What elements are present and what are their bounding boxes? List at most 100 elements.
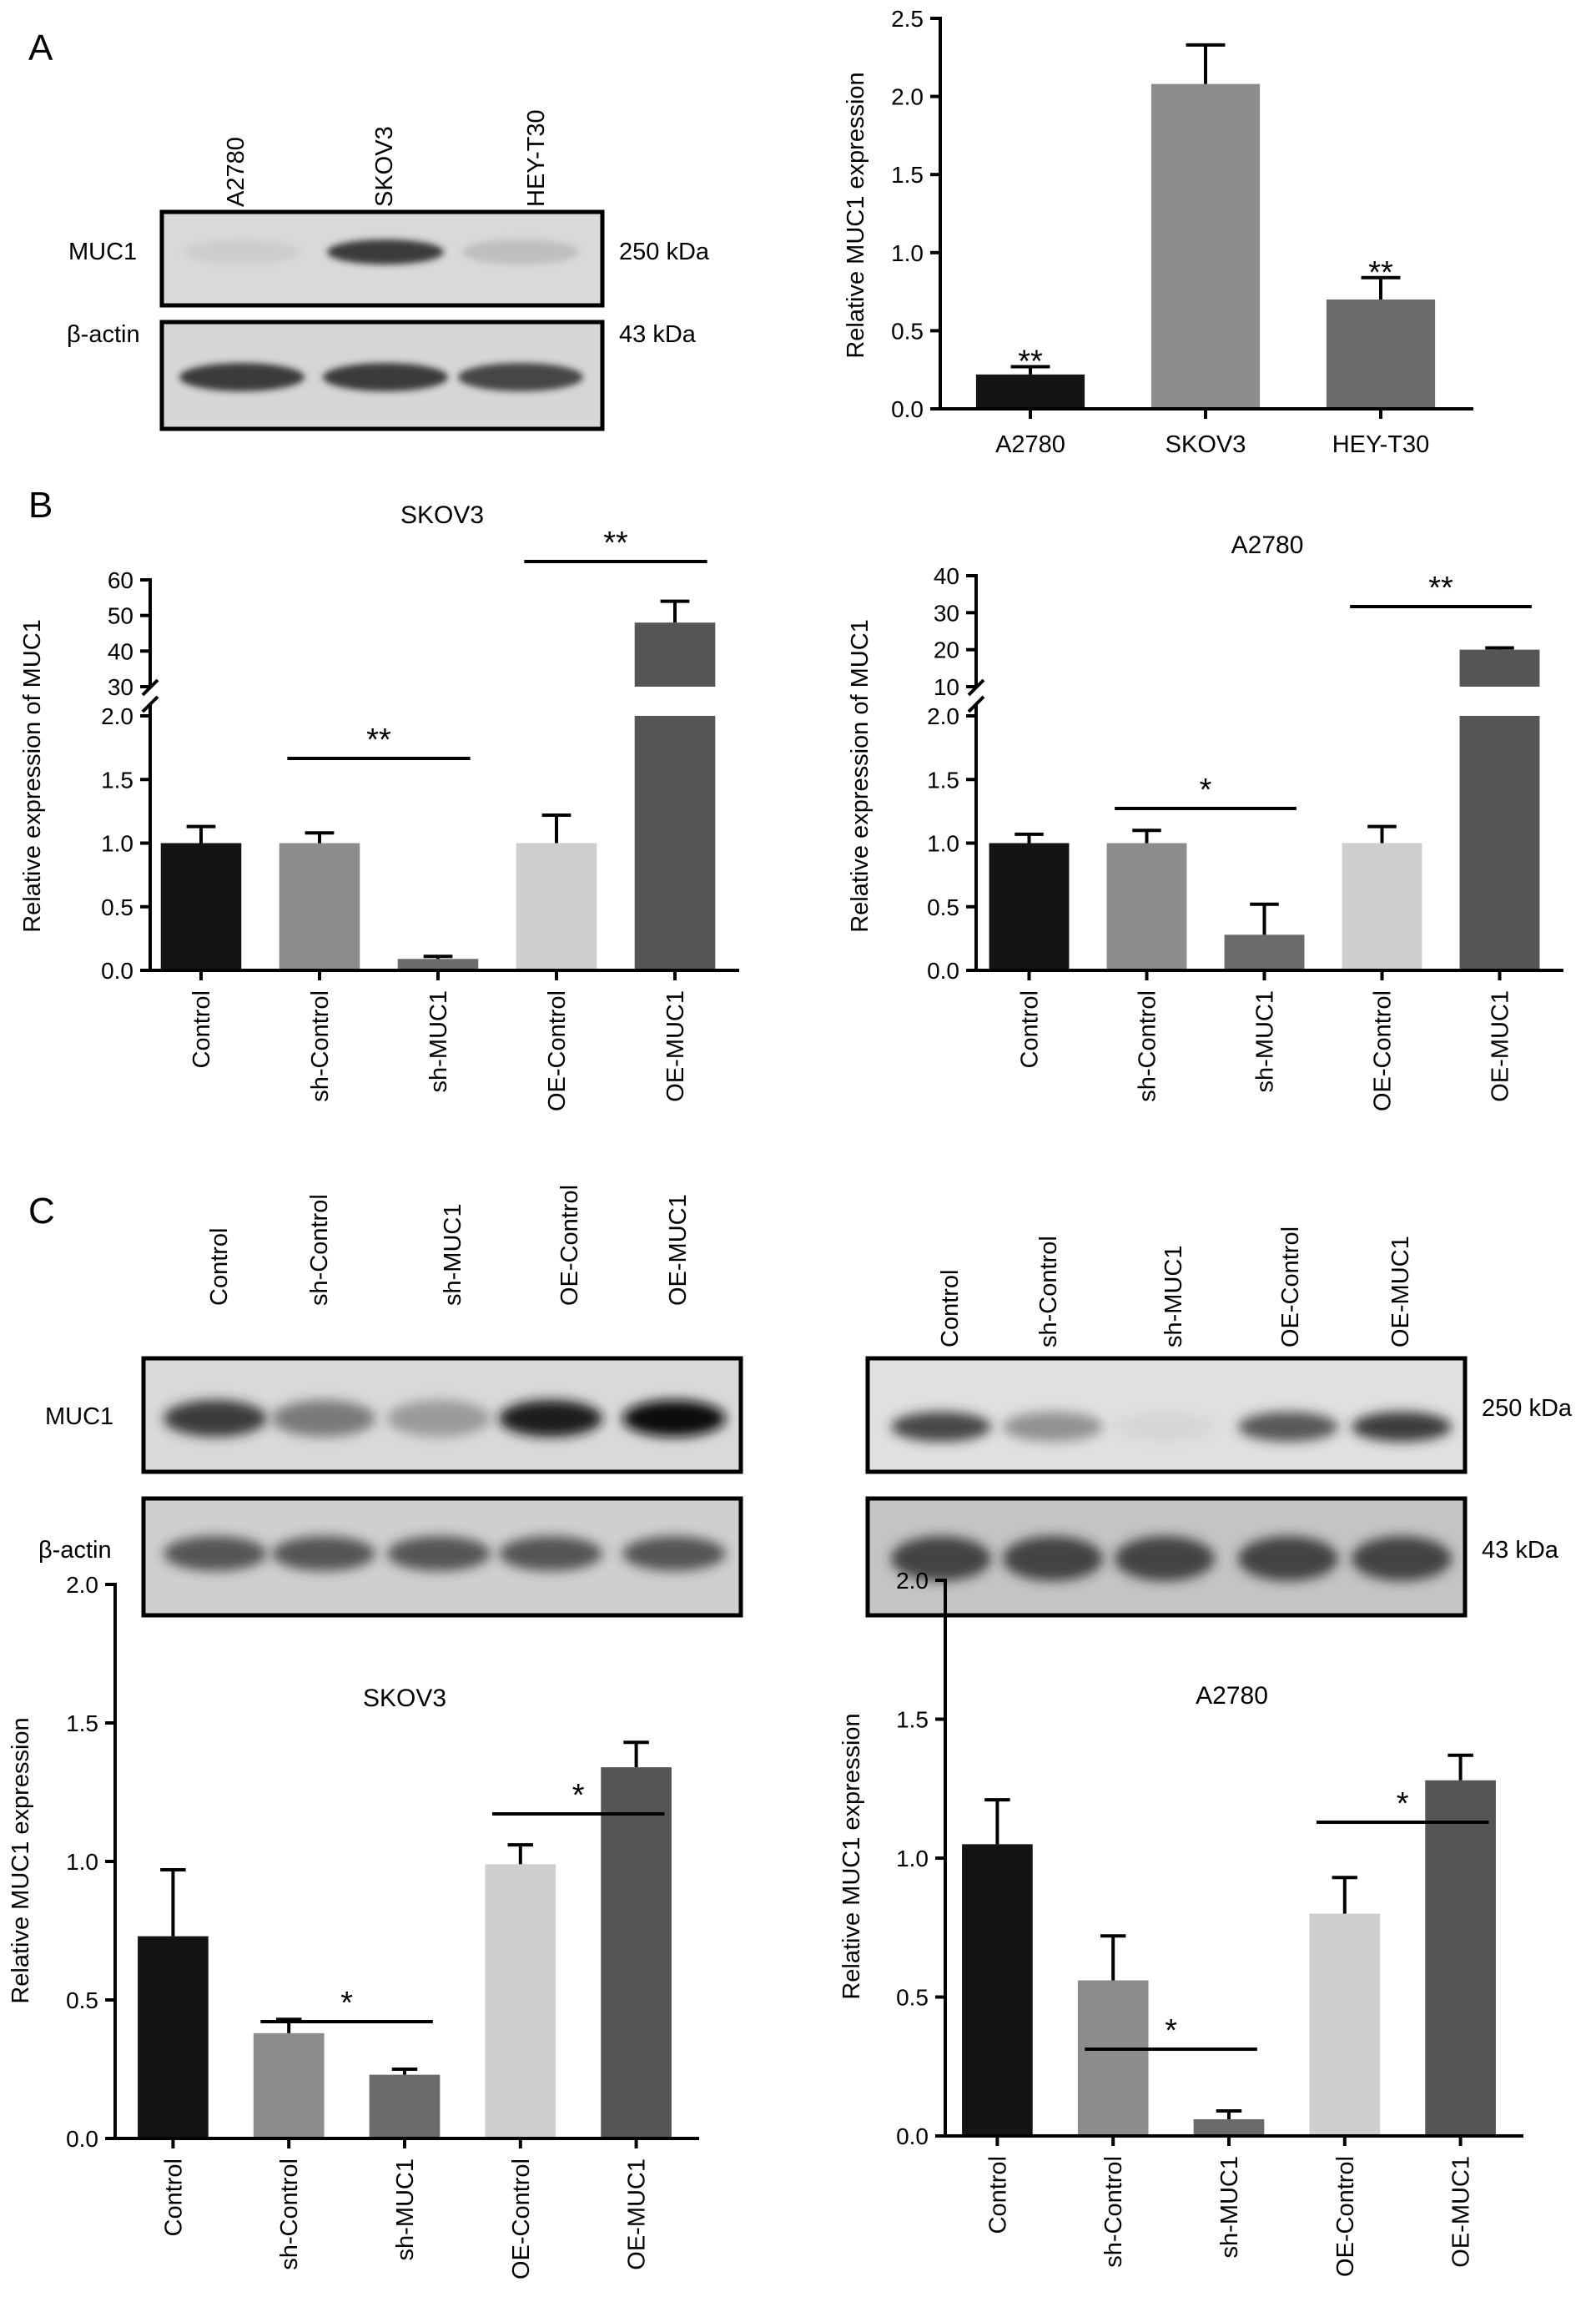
bar — [1150, 83, 1261, 410]
significance-mark: * — [1200, 773, 1212, 808]
x-tick-label: OE-Control — [1370, 990, 1397, 1111]
blot-band — [1115, 1412, 1215, 1442]
bar — [369, 2074, 441, 2138]
significance-mark: ** — [1018, 344, 1043, 379]
chart-title: SKOV3 — [363, 1685, 446, 1712]
bar — [634, 622, 716, 687]
significance-mark: ** — [1428, 571, 1453, 606]
bar — [485, 1864, 556, 2138]
blot-band — [622, 1400, 726, 1437]
lane-label: sh-MUC1 — [440, 1204, 466, 1306]
blot-protein-label: β-actin — [67, 321, 140, 348]
blot-band — [184, 239, 300, 264]
bar — [1106, 843, 1187, 970]
significance-mark: * — [572, 1778, 585, 1813]
blot-c-right: Control sh-Control sh-MUC1 OE-Control OE… — [865, 1226, 1573, 1618]
lane-label: OE-MUC1 — [1387, 1236, 1414, 1347]
y-tick-label: 2.0 — [891, 84, 924, 110]
bar — [1459, 716, 1540, 970]
chart-title: SKOV3 — [400, 501, 484, 529]
bar — [601, 1767, 672, 2138]
panel-letter-a: A — [28, 28, 53, 68]
x-tick-label: Control — [984, 2156, 1011, 2234]
blot-band — [272, 1536, 375, 1571]
x-tick-label: sh-MUC1 — [1216, 2156, 1243, 2258]
blot-band — [387, 1536, 491, 1571]
y-tick-label: 2.0 — [101, 703, 133, 729]
blot-protein-label: β-actin — [38, 1537, 112, 1564]
lane-label: Control — [937, 1270, 964, 1348]
bar — [1425, 1780, 1496, 2136]
lane-label: HEY-T30 — [523, 109, 550, 207]
lane-label: Control — [206, 1228, 233, 1307]
bar — [1309, 1913, 1381, 2136]
x-tick-label: SKOV3 — [1166, 431, 1246, 458]
axis-break-mark — [141, 695, 159, 713]
bar — [1326, 299, 1436, 409]
y-tick-label: 0.0 — [101, 958, 133, 984]
y-axis-label: Relative MUC1 expression — [838, 1713, 865, 1999]
y-tick-label: 0.0 — [66, 2126, 98, 2152]
y-tick-label: 1.5 — [66, 1710, 98, 1736]
x-tick-label: OE-MUC1 — [1488, 990, 1514, 1102]
x-tick-label: OE-MUC1 — [1448, 2156, 1475, 2268]
blot-a: A2780 SKOV3 HEY-T30 MUC1 β-actin 250 kDa… — [67, 109, 710, 431]
blot-size-label: 250 kDa — [1482, 1395, 1573, 1422]
y-axis-label: Relative expression of MUC1 — [19, 619, 46, 933]
chart-b-skov3: 0.0 0.5 1.0 1.5 2.0 30 40 50 60 Control sh-Control… — [19, 501, 739, 1111]
x-tick-label: OE-MUC1 — [662, 990, 689, 1102]
blot-protein-label: MUC1 — [68, 239, 137, 265]
bar — [516, 843, 597, 970]
blot-band — [499, 1400, 602, 1437]
y-tick-label: 1.5 — [891, 162, 924, 188]
y-tick-label: 2.0 — [927, 703, 959, 729]
panel-letter-b: B — [28, 485, 53, 526]
blot-band — [327, 239, 444, 264]
blot-band — [179, 363, 305, 391]
significance-mark: ** — [1368, 255, 1393, 290]
blot-c-left-lane-labels: Control sh-Control sh-MUC1 OE-Control OE… — [206, 1185, 692, 1306]
blot-band — [323, 363, 448, 391]
axis-break-mark — [967, 695, 985, 713]
y-axis-label: Relative expression of MUC1 — [847, 619, 874, 933]
blot-a-actin-bands — [179, 363, 583, 391]
x-tick-label: OE-Control — [508, 2158, 535, 2279]
blot-band — [1003, 1412, 1103, 1442]
x-tick-label: OE-MUC1 — [624, 2158, 651, 2270]
bar — [138, 1936, 209, 2138]
y-tick-label: 2.5 — [891, 6, 924, 32]
bar — [253, 2032, 325, 2138]
x-tick-label: sh-MUC1 — [425, 990, 452, 1092]
chart-title: A2780 — [1196, 1682, 1268, 1710]
bar — [397, 959, 479, 970]
y-tick-label: 60 — [108, 567, 133, 593]
blot-size-label: 43 kDa — [619, 321, 697, 348]
blot-band — [387, 1400, 491, 1437]
bar — [1193, 2119, 1265, 2136]
y-tick-label: 1.5 — [927, 767, 959, 793]
x-tick-label: Control — [189, 990, 215, 1069]
x-tick-label: A2780 — [995, 431, 1065, 458]
y-tick-label: 1.0 — [891, 240, 924, 266]
y-axis-label: Relative MUC1 expression — [8, 1717, 34, 2003]
bar — [1077, 1980, 1149, 2136]
y-tick-label: 1.5 — [101, 767, 133, 793]
blot-band — [1352, 1536, 1452, 1581]
x-tick-label: OE-Control — [544, 990, 571, 1111]
panel-letter-c: C — [28, 1191, 55, 1232]
blot-c-left-actin-bands — [164, 1536, 726, 1571]
y-tick-label: 40 — [108, 638, 133, 664]
x-tick-label: HEY-T30 — [1332, 431, 1430, 458]
blot-protein-label: MUC1 — [45, 1403, 113, 1430]
significance-mark: * — [1397, 1786, 1409, 1821]
chart-title: A2780 — [1231, 531, 1304, 559]
blot-band — [164, 1536, 267, 1571]
y-tick-label: 0.5 — [896, 1985, 929, 2011]
y-tick-label: 1.0 — [101, 831, 133, 857]
lane-label: OE-Control — [556, 1185, 583, 1306]
chart-c-skov3: 0.0 0.5 1.0 1.5 2.0 Control sh-Control sh-MUC1 O… — [8, 1572, 699, 2279]
y-tick-label: 2.0 — [896, 1568, 929, 1594]
blot-c-left-muc1-bands — [164, 1400, 726, 1437]
significance-mark: * — [340, 1986, 353, 2021]
